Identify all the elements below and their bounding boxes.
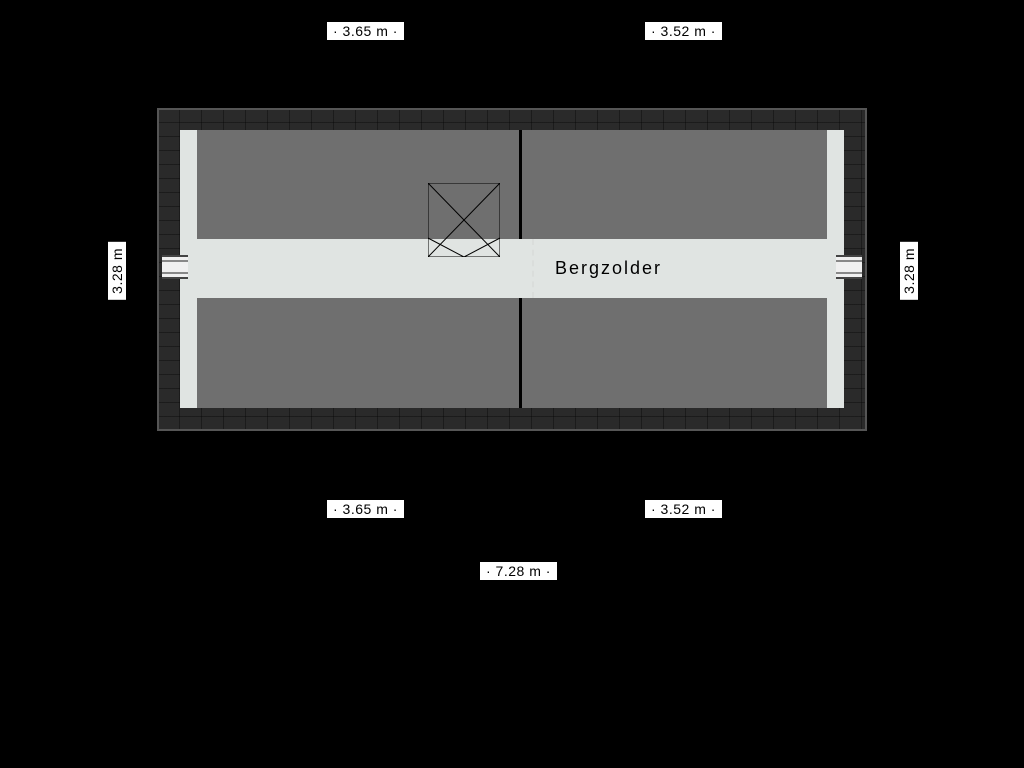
door-opening xyxy=(515,239,526,298)
interior-wall-top xyxy=(519,130,522,239)
room-label-bergzolder: Bergzolder xyxy=(555,258,662,279)
dim-side-left: 3.28 m xyxy=(108,242,126,300)
dim-top-right: · 3.52 m · xyxy=(645,22,722,40)
staircase-icon xyxy=(428,183,500,257)
interior-wall-bottom xyxy=(519,298,522,408)
dim-bottom-total: · 7.28 m · xyxy=(480,562,557,580)
door-dashed-line xyxy=(532,239,534,298)
dim-side-right: 3.28 m xyxy=(900,242,918,300)
dim-bottom-right: · 3.52 m · xyxy=(645,500,722,518)
roof-slope-bottom xyxy=(197,298,827,408)
window-left xyxy=(162,255,188,279)
window-right xyxy=(836,255,862,279)
dim-top-left: · 3.65 m · xyxy=(327,22,404,40)
dim-bottom-left: · 3.65 m · xyxy=(327,500,404,518)
roof-slope-top xyxy=(197,130,827,239)
